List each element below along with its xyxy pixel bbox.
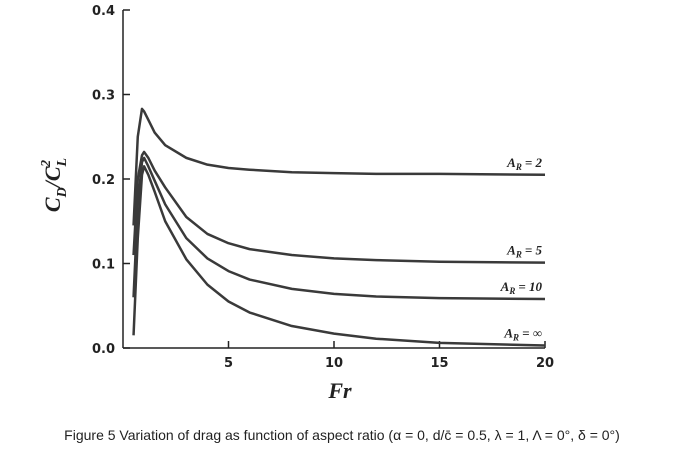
- label-symbol: A: [503, 325, 513, 340]
- y-axis-label-text: CD/CL2: [39, 158, 70, 212]
- label-part: C: [40, 197, 65, 212]
- series-line: [132, 165, 546, 347]
- y-tick-label: 0.3: [92, 89, 115, 104]
- legend-entry: = 5: [525, 243, 543, 258]
- x-tick-label: 5: [224, 356, 233, 371]
- label-subscript: R: [515, 250, 522, 260]
- caption: Figure 5 Variation of drag as function o…: [64, 427, 620, 443]
- label-part: /C: [40, 166, 65, 189]
- y-tick-label: 0.4: [92, 4, 115, 19]
- label-subscript: R: [512, 332, 519, 342]
- series-label: AR = ∞: [503, 325, 542, 342]
- series-line: [132, 107, 546, 226]
- series-label: AR = 5: [506, 243, 542, 260]
- legend-entry: = 10: [518, 279, 542, 294]
- series-line: [132, 156, 546, 301]
- label-symbol: A: [500, 279, 510, 294]
- x-tick-label: 15: [430, 356, 448, 371]
- label-part: 2: [39, 160, 54, 168]
- x-tick-label: 10: [325, 356, 343, 371]
- label-subscript: R: [508, 286, 515, 296]
- label-part: D: [55, 187, 70, 198]
- x-axis-label: Fr: [327, 378, 352, 403]
- series-line: [132, 150, 546, 264]
- label-symbol: A: [506, 155, 516, 170]
- label-subscript: R: [515, 162, 522, 172]
- x-tick-label: 20: [536, 356, 554, 371]
- y-tick-label: 0.0: [92, 342, 115, 357]
- y-tick-label: 0.1: [92, 258, 115, 273]
- series-label: AR = 2: [506, 155, 542, 172]
- legend-entry: = ∞: [522, 325, 542, 340]
- legend-entry: = 2: [525, 155, 543, 170]
- y-tick-label: 0.2: [92, 173, 115, 188]
- label-part: L: [55, 158, 70, 168]
- y-axis-label: CD/CL2: [39, 158, 70, 212]
- series-label: AR = 10: [500, 279, 543, 296]
- label-symbol: A: [506, 243, 516, 258]
